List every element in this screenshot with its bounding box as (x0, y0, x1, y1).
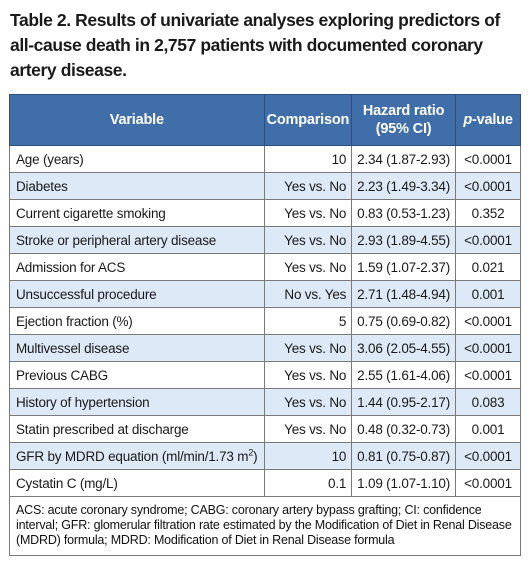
cell-p-value: <0.0001 (455, 172, 521, 200)
cell-p-value: 0.021 (455, 253, 521, 281)
cell-p-value: <0.0001 (455, 442, 521, 470)
cell-p-value: 0.352 (455, 199, 521, 227)
table-caption: Table 2. Results of univariate analyses … (10, 10, 500, 80)
cell-variable: Current cigarette smoking (9, 199, 265, 227)
cell-hazard-ratio: 2.23 (1.49-3.34) (351, 172, 457, 200)
header-hazard-ratio: Hazard ratio (95% CI) (351, 94, 457, 146)
header-p-italic: p (463, 112, 472, 128)
cell-variable: Multivessel disease (9, 334, 265, 362)
cell-hazard-ratio: 3.06 (2.05-4.55) (351, 334, 457, 362)
cell-comparison: Yes vs. No (263, 361, 353, 389)
cell-hazard-ratio: 0.48 (0.32-0.73) (351, 415, 457, 443)
cell-p-value: <0.0001 (455, 469, 521, 497)
variable-text: Previous CABG (16, 367, 108, 383)
variable-text: Cystatin C (mg/L) (16, 475, 118, 491)
cell-comparison: Yes vs. No (263, 226, 353, 254)
cell-p-value: <0.0001 (455, 226, 521, 254)
header-p-suffix: -value (471, 112, 513, 128)
cell-variable: Cystatin C (mg/L) (9, 469, 265, 497)
cell-variable: Unsuccessful procedure (9, 280, 265, 308)
footnote-row: ACS: acute coronary syndrome; CABG: coro… (9, 496, 521, 556)
cell-hazard-ratio: 0.75 (0.69-0.82) (351, 307, 457, 335)
cell-comparison: 5 (263, 307, 353, 335)
cell-comparison: Yes vs. No (263, 388, 353, 416)
cell-comparison: 0.1 (263, 469, 353, 497)
header-p-value: p-value (455, 94, 521, 146)
cell-p-value: <0.0001 (455, 334, 521, 362)
header-hazard-ratio-line2: (95% CI) (375, 121, 432, 137)
cell-hazard-ratio: 2.71 (1.48-4.94) (351, 280, 457, 308)
cell-hazard-ratio: 0.83 (0.53-1.23) (351, 199, 457, 227)
cell-comparison: Yes vs. No (263, 172, 353, 200)
header-variable: Variable (9, 94, 265, 146)
table-row: Cystatin C (mg/L) 0.1 1.09 (1.07-1.10) <0.0… (9, 469, 521, 497)
table-row: History of hypertension Yes vs. No 1.44 (0… (9, 388, 521, 416)
variable-text: History of hypertension (16, 394, 150, 410)
cell-variable: Ejection fraction (%) (9, 307, 265, 335)
cell-comparison: No vs. Yes (263, 280, 353, 308)
cell-comparison: Yes vs. No (263, 334, 353, 362)
cell-comparison: 10 (263, 442, 353, 470)
header-row: Variable Comparison Hazard ratio (95% CI… (9, 94, 521, 146)
cell-variable: Admission for ACS (9, 253, 265, 281)
table-row: Current cigarette smoking Yes vs. No 0.83 … (9, 199, 521, 227)
cell-hazard-ratio: 0.81 (0.75-0.87) (351, 442, 457, 470)
table-row: Admission for ACS Yes vs. No 1.59 (1.07-2.… (9, 253, 521, 281)
table-row: Multivessel disease Yes vs. No 3.06 (2.05-… (9, 334, 521, 362)
table-row: Previous CABG Yes vs. No 2.55 (1.61-4.06) <… (9, 361, 521, 389)
cell-p-value: <0.0001 (455, 307, 521, 335)
variable-text: Current cigarette smoking (16, 205, 166, 221)
variable-tail: ) (253, 448, 258, 464)
cell-comparison: 10 (263, 145, 353, 173)
table-row: Age (years) 10 2.34 (1.87-2.93) <0.0001 (9, 145, 521, 173)
cell-hazard-ratio: 1.44 (0.95-2.17) (351, 388, 457, 416)
cell-variable: Age (years) (9, 145, 265, 173)
variable-text: Diabetes (16, 178, 68, 194)
cell-hazard-ratio: 1.09 (1.07-1.10) (351, 469, 457, 497)
header-hazard-ratio-line1: Hazard ratio (362, 103, 445, 119)
cell-comparison: Yes vs. No (263, 253, 353, 281)
cell-p-value: 0.001 (455, 415, 521, 443)
table-row: Ejection fraction (%) 5 0.75 (0.69-0.82) <0… (9, 307, 521, 335)
table-body: Age (years) 10 2.34 (1.87-2.93) <0.0001 Diab… (9, 145, 521, 497)
variable-text: Statin prescribed at discharge (16, 421, 189, 437)
cell-variable: Statin prescribed at discharge (9, 415, 265, 443)
variable-superscript: 2 (248, 447, 254, 457)
table-row: Diabetes Yes vs. No 2.23 (1.49-3.34) <0.000… (9, 172, 521, 200)
cell-comparison: Yes vs. No (263, 415, 353, 443)
cell-variable: Stroke or peripheral artery disease (9, 226, 265, 254)
cell-comparison: Yes vs. No (263, 199, 353, 227)
cell-variable: History of hypertension (9, 388, 265, 416)
cell-hazard-ratio: 2.93 (1.89-4.55) (351, 226, 457, 254)
variable-text: Unsuccessful procedure (16, 286, 157, 302)
variable-text: GFR by MDRD equation (ml/min/1.73 m (16, 448, 249, 464)
table-row: Statin prescribed at discharge Yes vs. No… (9, 415, 521, 443)
variable-text: Ejection fraction (%) (16, 313, 133, 329)
variable-text: Stroke or peripheral artery disease (16, 232, 217, 248)
cell-hazard-ratio: 1.59 (1.07-2.37) (351, 253, 457, 281)
results-table: Variable Comparison Hazard ratio (95% CI… (9, 94, 521, 556)
cell-hazard-ratio: 2.34 (1.87-2.93) (351, 145, 457, 173)
table-row: Stroke or peripheral artery disease Yes v… (9, 226, 521, 254)
cell-p-value: 0.083 (455, 388, 521, 416)
variable-text: Age (years) (16, 151, 84, 167)
cell-variable: GFR by MDRD equation (ml/min/1.73 m2) (9, 442, 265, 470)
cell-variable: Previous CABG (9, 361, 265, 389)
cell-variable: Diabetes (9, 172, 265, 200)
cell-p-value: 0.001 (455, 280, 521, 308)
header-comparison: Comparison (263, 94, 353, 146)
table-footnote: ACS: acute coronary syndrome; CABG: coro… (9, 496, 521, 556)
cell-p-value: <0.0001 (455, 145, 521, 173)
variable-text: Multivessel disease (16, 340, 130, 356)
table-row: Unsuccessful procedure No vs. Yes 2.71 (1.… (9, 280, 521, 308)
cell-p-value: <0.0001 (455, 361, 521, 389)
cell-hazard-ratio: 2.55 (1.61-4.06) (351, 361, 457, 389)
table-row: GFR by MDRD equation (ml/min/1.73 m2) 10 0… (9, 442, 521, 470)
variable-text: Admission for ACS (16, 259, 126, 275)
